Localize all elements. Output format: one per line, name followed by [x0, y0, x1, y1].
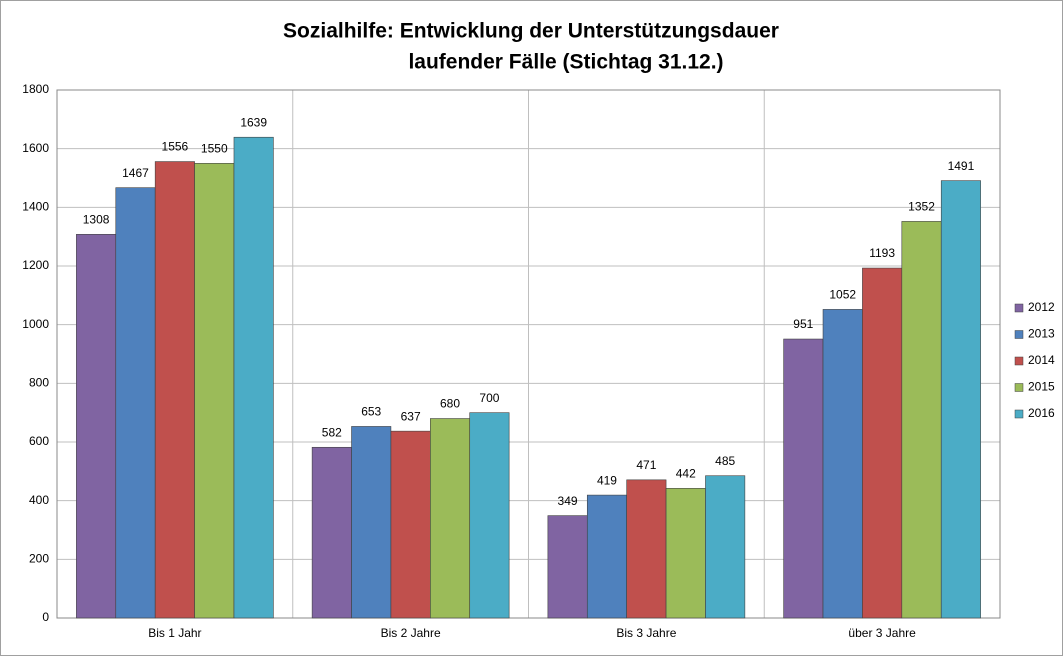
data-label: 1550 [201, 142, 228, 156]
data-label: 1491 [948, 159, 975, 173]
bar [76, 234, 117, 619]
data-label: 700 [479, 391, 499, 405]
y-tick-label: 600 [29, 434, 49, 448]
legend-swatch [1014, 356, 1024, 366]
legend-swatch [1014, 409, 1024, 419]
data-label: 442 [676, 467, 696, 481]
data-label: 951 [793, 317, 813, 331]
bar [194, 163, 235, 619]
data-label: 680 [440, 397, 460, 411]
data-label: 471 [636, 458, 656, 472]
bar [430, 418, 471, 619]
bar [783, 338, 824, 619]
chart-title: laufender Fälle (Stichtag 31.12.) [408, 51, 723, 74]
plot-border [56, 89, 1001, 619]
y-tick-label: 0 [42, 610, 49, 624]
legend-label: 2013 [1028, 327, 1055, 341]
bar [469, 412, 510, 619]
y-tick-label: 1000 [22, 317, 49, 331]
y-tick-label: 200 [29, 552, 49, 566]
bar [154, 161, 195, 619]
bar [351, 426, 392, 619]
bar [586, 494, 627, 619]
data-label: 1308 [83, 212, 110, 226]
data-label: 1193 [869, 246, 895, 260]
bar [665, 488, 706, 619]
legend-swatch [1014, 303, 1024, 313]
bar [705, 475, 746, 619]
bar [822, 309, 863, 619]
y-tick-label: 800 [29, 376, 49, 390]
bar [311, 446, 352, 619]
data-label: 1639 [240, 115, 267, 129]
bar [862, 267, 903, 619]
legend-label: 2014 [1028, 353, 1055, 367]
bar [626, 479, 667, 619]
x-tick-label: Bis 3 Jahre [616, 626, 676, 640]
bar [940, 180, 981, 619]
legend-label: 2015 [1028, 380, 1055, 394]
data-label: 582 [322, 425, 342, 439]
data-label: 485 [715, 454, 735, 468]
y-tick-label: 1800 [22, 82, 49, 96]
legend-label: 2016 [1028, 406, 1055, 420]
data-label: 1556 [162, 140, 189, 154]
bar [115, 187, 156, 619]
y-tick-label: 1600 [22, 141, 49, 155]
data-label: 1352 [908, 200, 935, 214]
x-tick-label: Bis 1 Jahr [148, 626, 201, 640]
bar [390, 430, 431, 619]
y-tick-label: 1200 [22, 258, 49, 272]
legend-label: 2012 [1028, 300, 1055, 314]
data-label: 637 [401, 409, 421, 423]
y-tick-label: 1400 [22, 200, 49, 214]
bar [233, 136, 274, 619]
x-tick-label: über 3 Jahre [848, 626, 916, 640]
bar [901, 221, 942, 619]
legend-swatch [1014, 330, 1024, 339]
chart-title: Sozialhilfe: Entwicklung der Unterstützu… [283, 20, 779, 43]
bar [547, 515, 588, 619]
data-label: 349 [558, 494, 578, 508]
data-label: 1052 [829, 288, 856, 302]
x-tick-label: Bis 2 Jahre [381, 626, 441, 640]
data-label: 1467 [122, 166, 149, 180]
legend-swatch [1014, 383, 1024, 392]
data-label: 419 [597, 473, 617, 487]
data-label: 653 [361, 405, 381, 419]
y-tick-label: 400 [29, 493, 49, 507]
